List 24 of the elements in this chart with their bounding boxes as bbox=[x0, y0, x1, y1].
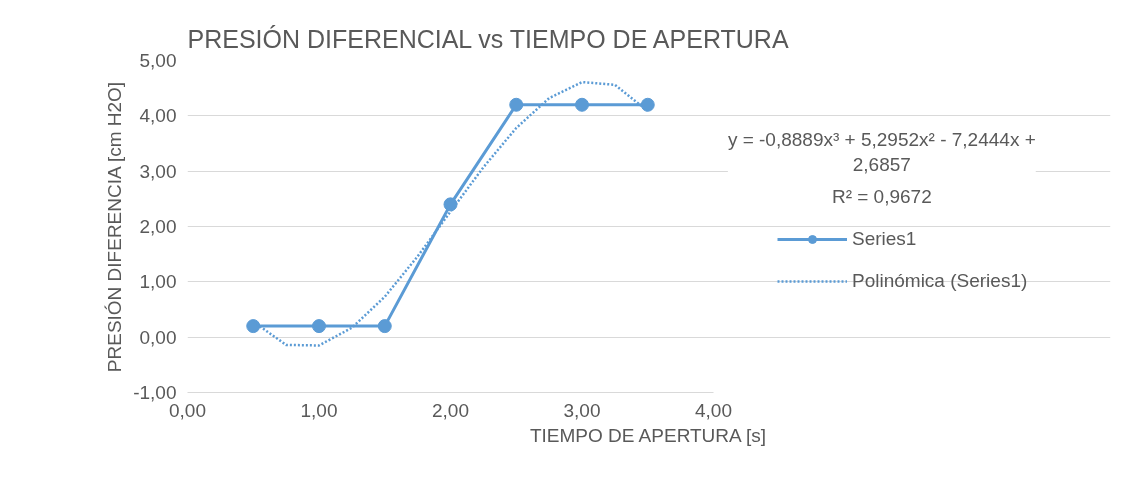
y-tick-label: 3,00 bbox=[139, 160, 177, 182]
x-axis-title: TIEMPO DE APERTURA [s] bbox=[529, 424, 767, 446]
point bbox=[443, 197, 458, 212]
y-tick-label: 0,00 bbox=[139, 326, 177, 348]
x-tick-label: 4,00 bbox=[695, 399, 732, 421]
x-tick-label: 3,00 bbox=[563, 399, 601, 421]
y-axis-title: PRESIÓN DIFERENCIA [cm H2O] bbox=[104, 81, 126, 373]
legend-label: Series1 bbox=[852, 228, 917, 250]
y-tick-label: 4,00 bbox=[139, 105, 177, 127]
point bbox=[640, 97, 655, 112]
y-tick-label: 2,00 bbox=[139, 216, 177, 237]
x-tick-label: 2,00 bbox=[432, 399, 469, 421]
legend-label: Polinómica (Series1) bbox=[852, 270, 1028, 292]
point bbox=[575, 97, 589, 112]
chart-title: PRESIÓN DIFERENCIAL vs TIEMPO DE APERTURA bbox=[187, 25, 789, 53]
x-tick-label: 1,00 bbox=[300, 399, 338, 421]
point bbox=[312, 319, 326, 334]
text: R² = 0,9672 bbox=[831, 185, 932, 207]
point bbox=[377, 319, 392, 334]
y-tick-label: 5,00 bbox=[139, 50, 177, 71]
point bbox=[246, 319, 261, 334]
text: y = -0,8889x³ + 5,2952x² - 7,2444x + 2,6857 bbox=[727, 128, 1036, 175]
y-tick-label: 1,00 bbox=[139, 271, 177, 293]
point bbox=[509, 97, 524, 112]
